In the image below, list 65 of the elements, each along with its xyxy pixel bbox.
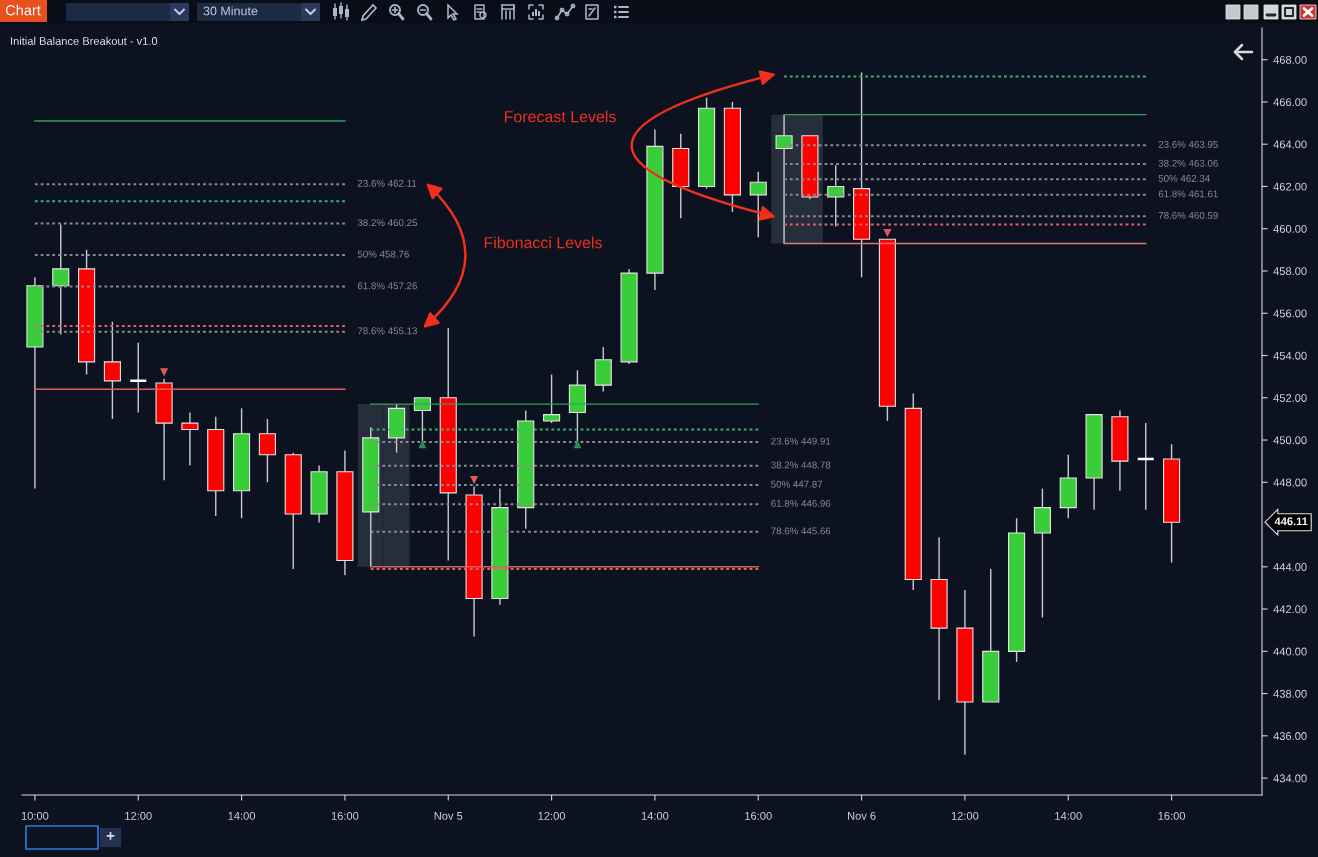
- candlestick: [1136, 422, 1156, 511]
- y-tick-label: 436.00: [1273, 732, 1307, 740]
- x-tick-label: 12:00: [125, 811, 152, 820]
- y-tick-label: 442.00: [1273, 605, 1307, 614]
- x-tick-label: Nov 5: [434, 812, 463, 820]
- series-label: 61.8% 446.96: [771, 499, 831, 507]
- y-tick-label: 448.00: [1273, 478, 1307, 487]
- text: Initial Balance Breakout - v1.0: [11, 36, 158, 45]
- series-label: 78.6% 445.66: [771, 527, 831, 535]
- series-label: 38.2% 448.78: [771, 461, 831, 469]
- candlestick: [52, 223, 70, 336]
- y-tick-label: 456.00: [1273, 309, 1307, 318]
- y-tick-label: 466.00: [1273, 98, 1307, 107]
- text: 446.11: [1274, 517, 1308, 526]
- y-tick-label: 468.00: [1273, 55, 1307, 64]
- y-tick-label: 460.00: [1273, 225, 1307, 233]
- x-tick-label: 16:00: [745, 811, 772, 820]
- point: [418, 440, 427, 449]
- point: [883, 228, 892, 237]
- point: [160, 368, 169, 377]
- x-tick-label: 10:00: [21, 811, 49, 820]
- point: [573, 440, 582, 449]
- x-tick-label: 16:00: [331, 811, 359, 820]
- candlestick: [827, 164, 845, 228]
- series-label: 23.6% 463.95: [1158, 140, 1218, 148]
- series-label: 50% 462.34: [1158, 175, 1210, 182]
- candlestick: [258, 418, 276, 483]
- y-tick-label: 438.00: [1273, 689, 1307, 698]
- candlestick: [181, 411, 199, 467]
- series-label: 38.2% 460.25: [357, 219, 418, 227]
- x-tick-label: 14:00: [228, 811, 256, 820]
- series-label: 50% 447.87: [771, 480, 823, 488]
- y-tick-label: 444.00: [1273, 563, 1307, 571]
- series-label: 61.8% 457.26: [357, 282, 417, 290]
- text: Chart: [5, 4, 41, 16]
- y-tick-label: 458.00: [1273, 267, 1307, 276]
- series-label: 78.6% 455.13: [357, 327, 417, 335]
- y-tick-label: 434.00: [1273, 774, 1307, 783]
- point: [470, 476, 479, 485]
- candlestick: [543, 373, 561, 424]
- series-label: 50% 458.76: [357, 250, 409, 258]
- text: 30 Minute: [203, 6, 258, 16]
- candlestick: [128, 342, 148, 414]
- series-label: 78.6% 460.59: [1158, 211, 1218, 219]
- y-tick-label: 454.00: [1273, 351, 1307, 360]
- candlestick: [749, 170, 767, 238]
- x-tick-label: 14:00: [641, 811, 669, 820]
- x-tick-label: 12:00: [538, 811, 566, 820]
- y-tick-label: 462.00: [1273, 182, 1307, 191]
- series-label: 61.8% 461.61: [1158, 190, 1218, 198]
- text: +: [106, 831, 115, 840]
- series-label: 23.6% 449.91: [771, 437, 831, 445]
- series-label: 23.6% 462.11: [357, 179, 417, 187]
- annotation: Forecast Levels: [504, 110, 616, 123]
- x-tick-label: 14:00: [1055, 811, 1082, 820]
- x-tick-label: 12:00: [951, 811, 979, 820]
- annotation: Fibonacci Levels: [484, 236, 602, 249]
- y-tick-label: 452.00: [1273, 394, 1307, 402]
- x-tick-label: Nov 6: [847, 811, 876, 820]
- y-tick-label: 464.00: [1273, 140, 1307, 149]
- x-tick-label: 16:00: [1158, 811, 1186, 820]
- y-tick-label: 440.00: [1273, 647, 1307, 656]
- candlestick: [103, 321, 121, 420]
- y-tick-label: 450.00: [1273, 436, 1307, 445]
- series-label: 38.2% 463.06: [1158, 159, 1218, 167]
